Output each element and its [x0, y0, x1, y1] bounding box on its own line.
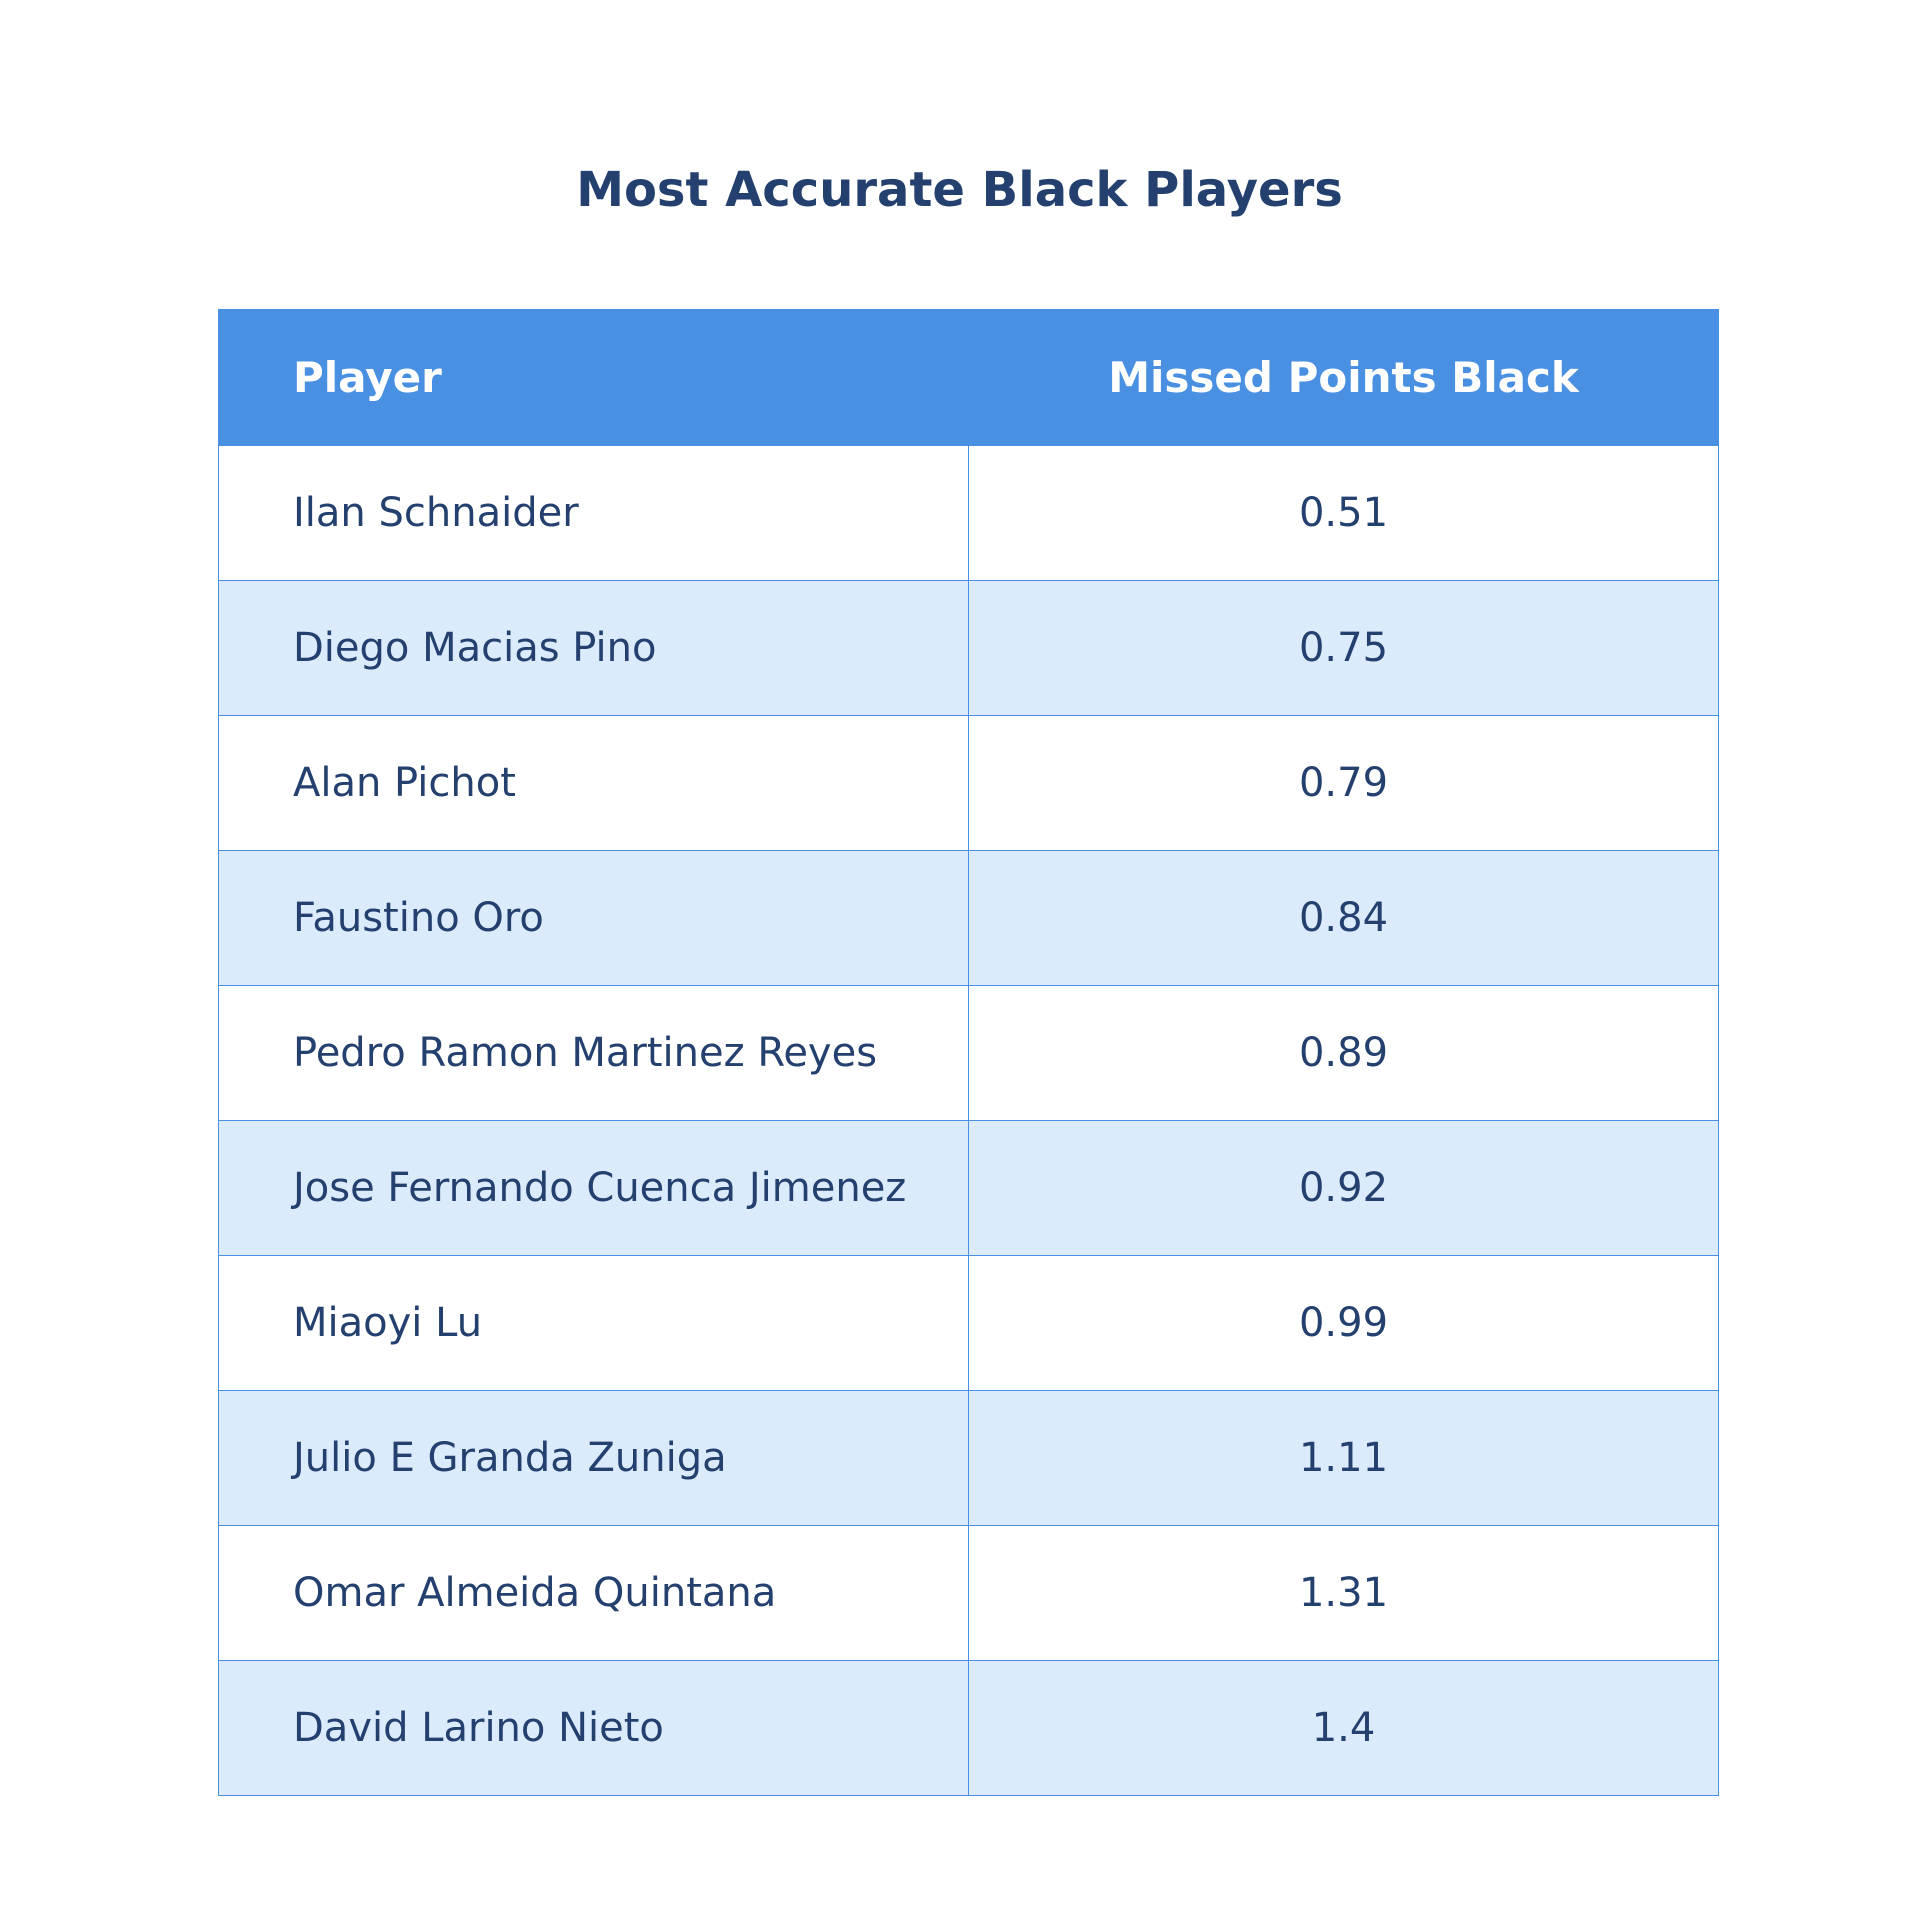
table-row: Ilan Schnaider 0.51	[218, 445, 1719, 581]
table-body: Ilan Schnaider 0.51 Diego Macias Pino 0.75 A…	[218, 445, 1719, 1796]
player-name-cell: Jose Fernando Cuenca Jimenez	[218, 1120, 969, 1256]
column-header-missed-points-black[interactable]: Missed Points Black	[968, 309, 1719, 446]
player-name-cell: David Larino Nieto	[218, 1660, 969, 1796]
table-row: Diego Macias Pino 0.75	[218, 580, 1719, 716]
player-name-cell: Faustino Oro	[218, 850, 969, 986]
missed-points-cell: 0.84	[968, 850, 1719, 986]
table-row: Alan Pichot 0.79	[218, 715, 1719, 851]
table-row: Pedro Ramon Martinez Reyes 0.89	[218, 985, 1719, 1121]
header-row: Player Missed Points Black	[218, 309, 1719, 446]
player-name-cell: Pedro Ramon Martinez Reyes	[218, 985, 969, 1121]
table-title: Most Accurate Black Players	[576, 162, 1343, 218]
missed-points-cell: 0.92	[968, 1120, 1719, 1256]
player-name-cell: Omar Almeida Quintana	[218, 1525, 969, 1661]
player-name-cell: Diego Macias Pino	[218, 580, 969, 716]
player-name-cell: Ilan Schnaider	[218, 445, 969, 581]
missed-points-cell: 0.79	[968, 715, 1719, 851]
missed-points-cell: 0.51	[968, 445, 1719, 581]
missed-points-cell: 1.4	[968, 1660, 1719, 1796]
table-row: Miaoyi Lu 0.99	[218, 1255, 1719, 1391]
missed-points-cell: 0.89	[968, 985, 1719, 1121]
missed-points-cell: 0.75	[968, 580, 1719, 716]
table-row: Omar Almeida Quintana 1.31	[218, 1525, 1719, 1661]
missed-points-cell: 1.31	[968, 1525, 1719, 1661]
table-row: Faustino Oro 0.84	[218, 850, 1719, 986]
table-row: David Larino Nieto 1.4	[218, 1660, 1719, 1796]
player-name-cell: Alan Pichot	[218, 715, 969, 851]
table-row: Jose Fernando Cuenca Jimenez 0.92	[218, 1120, 1719, 1256]
column-header-player[interactable]: Player	[218, 309, 969, 446]
players-table: Player Missed Points Black Ilan Schnaide…	[218, 309, 1719, 1796]
player-name-cell: Miaoyi Lu	[218, 1255, 969, 1391]
table-header: Player Missed Points Black	[218, 309, 1719, 446]
missed-points-cell: 1.11	[968, 1390, 1719, 1526]
player-name-cell: Julio E Granda Zuniga	[218, 1390, 969, 1526]
table-row: Julio E Granda Zuniga 1.11	[218, 1390, 1719, 1526]
missed-points-cell: 0.99	[968, 1255, 1719, 1391]
